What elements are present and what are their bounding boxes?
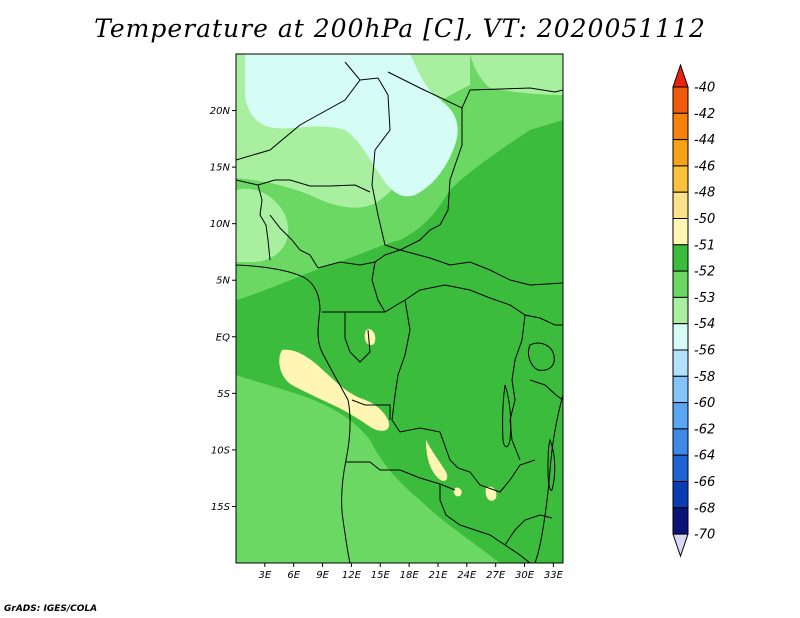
border-east-a: [509, 314, 526, 461]
longitude-axis: 3E 6E 9E 12E 15E 18E 21E 24E 27E 30E 33E: [259, 563, 564, 581]
coastline-east-africa: [534, 394, 563, 563]
lake-victoria-outline: [527, 342, 555, 371]
border-north-c: [387, 71, 563, 109]
lat-tick-label: 5S: [217, 389, 230, 400]
contour-region-minus50-angola: [279, 349, 390, 431]
colorbar-swatch: [672, 191, 689, 219]
colorbar-label: -40: [694, 81, 715, 96]
lon-tick-label: 33E: [544, 570, 564, 581]
colorbar-label: -50: [694, 212, 715, 227]
border-central-b: [399, 249, 563, 286]
border-east-c: [529, 379, 563, 401]
lat-tick-label: 15N: [210, 163, 231, 174]
contour-region-minus50-zambia: [426, 440, 448, 481]
colorbar-swatch: [672, 481, 689, 509]
colorbar-swatch: [672, 165, 689, 193]
country-borders: [236, 61, 563, 563]
colorbar-label: -54: [694, 317, 715, 332]
colorbar-swatch: [672, 112, 689, 141]
colorbar-label: -48: [694, 186, 715, 201]
border-congo-c: [391, 299, 459, 469]
lon-tick-label: 21E: [428, 570, 448, 581]
lon-tick-label: 15E: [371, 570, 391, 581]
border-congo-a: [322, 284, 526, 316]
lon-tick-label: 6E: [287, 570, 300, 581]
border-congo-b: [344, 312, 371, 363]
colorbar-label: -58: [694, 370, 715, 385]
lat-tick-label: 5N: [216, 276, 230, 287]
lon-tick-label: 24E: [457, 570, 477, 581]
contour-region-minus53-lighter-south: [236, 458, 480, 563]
lat-tick-label: 10S: [211, 445, 231, 456]
colorbar-swatch: [672, 86, 689, 114]
border-south-a: [439, 484, 531, 563]
colorbar-swatch: [672, 139, 689, 167]
border-central-a: [317, 249, 401, 269]
colorbar-label: -70: [694, 528, 715, 543]
lon-tick-label: 30E: [515, 570, 535, 581]
contour-region-minus50-patch-c: [453, 487, 462, 497]
colorbar-label: -64: [694, 449, 715, 464]
border-central-c: [371, 261, 386, 313]
lon-tick-label: 9E: [316, 570, 329, 581]
colorbar-swatch: [672, 218, 689, 246]
border-north-a: [236, 61, 361, 161]
colorbar-label: -66: [694, 475, 715, 490]
contour-region-minus56-cold-core: [245, 54, 458, 197]
contour-region-minus54-northeast: [470, 54, 563, 95]
colorbar-label: -52: [694, 265, 715, 280]
lat-tick-label: 10N: [210, 219, 231, 230]
latitude-axis: 20N 15N 10N 5N EQ 5S 10S 15S: [210, 106, 236, 513]
colorbar-swatch: [672, 323, 689, 351]
border-north-b: [359, 77, 401, 251]
contour-region-minus54-west: [236, 188, 289, 262]
colorbar: -40 -42 -44 -46 -48 -50 -51 -52 -53 -54 -56 -58 -60 -…: [672, 63, 715, 558]
border-angola-a: [351, 399, 391, 420]
grads-credit: GrADS: IGES/COLA: [4, 604, 98, 614]
colorbar-label: -51: [694, 238, 715, 253]
colorbar-swatch: [672, 454, 689, 483]
colorbar-swatch: [672, 375, 689, 404]
coastline-west-africa: [236, 264, 351, 563]
lon-tick-label: 18E: [400, 570, 420, 581]
border-sahel-b: [257, 184, 271, 261]
border-south-b: [504, 514, 553, 546]
colorbar-label: -60: [694, 396, 715, 411]
colorbar-bottom-triangle: [672, 533, 689, 558]
border-east-b: [524, 314, 563, 326]
temperature-field: [236, 54, 563, 563]
colorbar-label: -46: [694, 159, 715, 174]
colorbar-swatch: [672, 296, 689, 325]
lat-tick-label: 20N: [210, 106, 231, 117]
lon-tick-label: 12E: [342, 570, 362, 581]
lon-tick-label: 3E: [259, 570, 272, 581]
colorbar-label: -53: [694, 291, 715, 306]
colorbar-swatch: [672, 349, 689, 377]
colorbar-swatch: [672, 244, 689, 272]
chart-title: Temperature at 200hPa [C], VT: 202005111…: [94, 14, 706, 43]
lake-tanganyika-outline: [502, 384, 512, 448]
contour-region-minus52-minus51: [236, 120, 563, 563]
colorbar-label: -44: [694, 133, 715, 148]
contour-region-minus50-patch-b: [364, 329, 376, 346]
border-zambia: [457, 459, 536, 493]
lon-tick-label: 27E: [486, 570, 506, 581]
colorbar-swatch: [672, 507, 689, 535]
lat-tick-label: 15S: [211, 502, 231, 513]
border-sahel-c: [269, 214, 319, 269]
colorbar-swatch: [672, 270, 689, 298]
colorbar-swatch: [672, 428, 689, 456]
colorbar-label: -62: [694, 422, 715, 437]
map-frame: [235, 53, 564, 564]
colorbar-label: -56: [694, 344, 715, 359]
lake-malawi-outline: [547, 438, 556, 491]
colorbar-swatch: [672, 402, 689, 430]
border-sahel-a: [236, 179, 371, 193]
colorbar-top-triangle: [672, 63, 689, 88]
colorbar-label: -42: [694, 107, 715, 122]
border-north-d: [399, 108, 463, 251]
colorbar-label: -68: [694, 501, 715, 516]
lat-tick-label: EQ: [216, 332, 230, 343]
